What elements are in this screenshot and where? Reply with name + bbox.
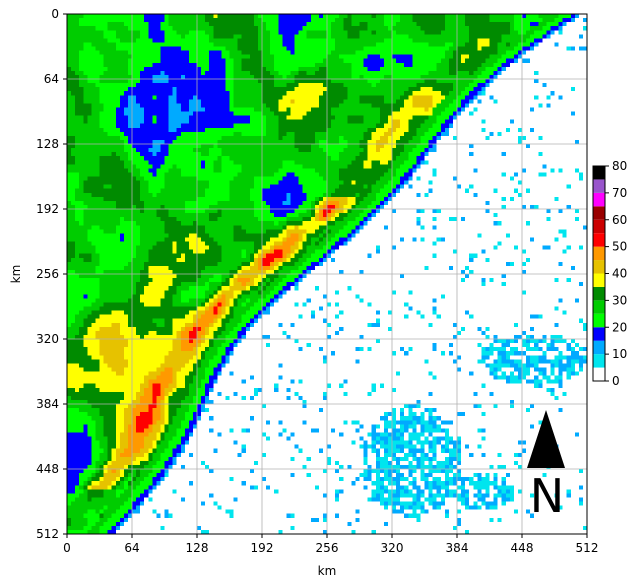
x-tick-label: 384 <box>446 541 469 555</box>
colorbar-segment <box>593 166 605 180</box>
x-tick-label: 448 <box>511 541 534 555</box>
colorbar-segment <box>593 300 605 314</box>
colorbar-segment <box>593 246 605 261</box>
colorbar-tick-label: 70 <box>612 186 627 200</box>
north-arrow-icon <box>527 410 565 468</box>
x-tick-label: 512 <box>576 541 599 555</box>
x-tick-label: 192 <box>251 541 274 555</box>
gridlines <box>67 14 587 534</box>
colorbar-segment <box>593 273 605 287</box>
y-axis-label: km <box>9 265 23 284</box>
north-arrow-label: N <box>530 469 564 523</box>
colorbar-tick-label: 40 <box>612 267 627 281</box>
x-tick-label: 256 <box>316 541 339 555</box>
x-tick-label: 0 <box>63 541 71 555</box>
colorbar-segments <box>593 166 605 381</box>
colorbar-tick-label: 60 <box>612 213 627 227</box>
y-tick-label: 384 <box>36 397 59 411</box>
colorbar-segment <box>593 354 605 368</box>
colorbar-segment <box>593 340 605 355</box>
colorbar-segment <box>593 192 605 207</box>
colorbar-tick-label: 20 <box>612 320 627 334</box>
colorbar-tick-label: 80 <box>612 159 627 173</box>
colorbar-segment <box>593 233 605 247</box>
y-tick-label: 64 <box>44 72 59 86</box>
y-tick-label: 128 <box>36 137 59 151</box>
colorbar-segment <box>593 286 605 301</box>
colorbar-segment <box>593 260 605 274</box>
y-tick-label: 448 <box>36 462 59 476</box>
y-tick-label: 0 <box>51 7 59 21</box>
x-tick-label: 64 <box>124 541 139 555</box>
colorbar-tick-label: 10 <box>612 347 627 361</box>
colorbar-ticks: 0 10 20 30 40 50 60 70 80 <box>605 159 627 388</box>
y-tick-label: 192 <box>36 202 59 216</box>
y-tick-label: 512 <box>36 527 59 541</box>
y-tick-label: 320 <box>36 332 59 346</box>
colorbar-segment <box>593 179 605 193</box>
north-arrow: N <box>527 410 565 523</box>
y-axis-ticks: 0 64 128 192 256 320 384 448 512 <box>36 7 67 541</box>
colorbar-tick-label: 30 <box>612 293 627 307</box>
colorbar-segment <box>593 367 605 381</box>
x-axis-label: km <box>318 564 337 578</box>
x-tick-label: 128 <box>186 541 209 555</box>
colorbar-segment <box>593 206 605 220</box>
colorbar: 0 10 20 30 40 50 60 70 80 <box>592 159 627 388</box>
y-tick-label: 256 <box>36 267 59 281</box>
plot-area: 0 64 128 192 256 320 384 448 512 0 64 128 192 256 320… <box>9 7 598 578</box>
x-tick-label: 320 <box>381 541 404 555</box>
colorbar-tick-label: 50 <box>612 240 627 254</box>
x-axis-ticks: 0 64 128 192 256 320 384 448 512 <box>63 534 598 555</box>
colorbar-segment <box>593 313 605 328</box>
colorbar-segment <box>593 219 605 234</box>
colorbar-segment <box>593 327 605 341</box>
colorbar-tick-label: 0 <box>612 374 620 388</box>
